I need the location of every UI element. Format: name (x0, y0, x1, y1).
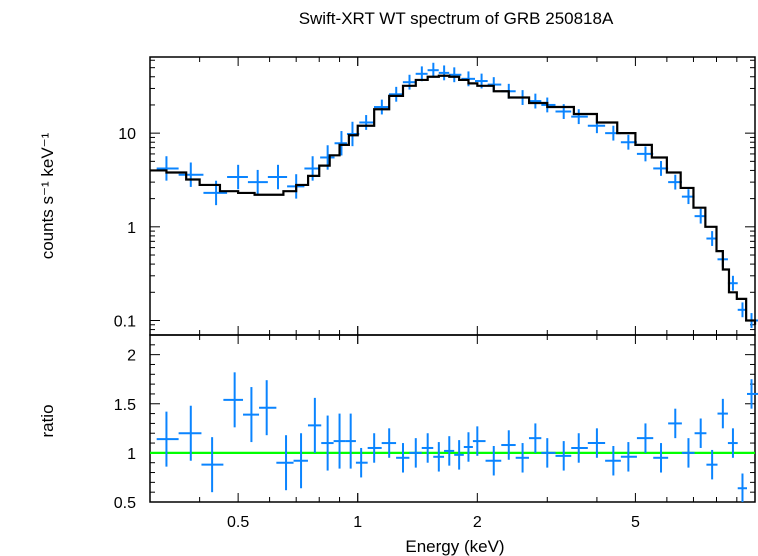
ratio-data-point (454, 440, 464, 470)
ratio-data-point (156, 411, 179, 467)
y-tick-label: 0.5 (114, 495, 136, 512)
ratio-data-point (472, 426, 486, 456)
ratio-data-point (259, 380, 277, 436)
spectrum-data-point (247, 169, 268, 195)
ratio-data-point (706, 449, 718, 480)
spectrum-data-point (178, 162, 204, 187)
spectrum-data-point (267, 164, 288, 190)
spectrum-data-point (571, 109, 588, 125)
ratio-data-point (421, 433, 434, 463)
x-axis-label: Energy (keV) (405, 537, 504, 556)
spectrum-data-point (373, 99, 390, 115)
ratio-data-point (727, 428, 738, 458)
spectrum-panel: 0.1 1 10 (114, 56, 758, 336)
ratio-data-point (355, 447, 368, 478)
ratio-data-point (746, 379, 758, 409)
ratio-data-point (694, 418, 707, 448)
spectrum-data-point (528, 93, 542, 109)
ratio-data-point (178, 405, 202, 461)
spectrum-data-point (620, 134, 637, 150)
ratio-data-point (367, 433, 382, 463)
chart-title: Swift-XRT WT spectrum of GRB 250818A (299, 9, 614, 28)
ratio-data-point (717, 398, 728, 429)
top-ylabel: counts s⁻¹ keV⁻¹ (38, 132, 57, 259)
y-tick-label: 0.1 (114, 313, 136, 330)
spectrum-data-point (304, 156, 321, 181)
ratio-data-point (620, 442, 637, 472)
ratio-data-point (737, 473, 747, 502)
ratio-data-point (293, 433, 308, 489)
spectrum-data-point (541, 97, 556, 113)
y-tick-label: 1 (127, 446, 136, 463)
ratio-data-point (433, 442, 445, 472)
x-tick-label: 0.5 (227, 514, 249, 531)
ratio-data-point (396, 443, 410, 473)
ratio-data-point (587, 428, 606, 458)
spectrum-data-point (438, 65, 450, 81)
ratio-data-point (636, 423, 654, 453)
ratio-data-point (409, 438, 422, 468)
ratio-plot-frame (149, 334, 756, 503)
ratio-data-point (541, 438, 556, 468)
spectrum-data-point (449, 67, 462, 83)
ratio-data-point (501, 430, 516, 460)
ratio-data-point (321, 415, 334, 471)
ratio-data-point (485, 446, 502, 476)
y-tick-label: 10 (118, 126, 136, 143)
ratio-data-point (681, 438, 695, 468)
spectrum-data-point (636, 146, 654, 162)
ratio-data-point (201, 437, 224, 493)
ratio-data-point (605, 446, 621, 476)
ratio-data-point (345, 413, 356, 469)
y-tick-label: 2 (127, 348, 136, 365)
spectrum-data-point (156, 156, 179, 181)
ratio-data-point (333, 413, 346, 469)
ratio-data-point (307, 397, 322, 453)
x-tick-label: 2 (473, 514, 482, 531)
model-line (150, 74, 757, 325)
ratio-data-point (223, 372, 244, 428)
spectrum-data-point (653, 161, 669, 176)
ratio-data-point (528, 423, 542, 453)
spectrum-data-point (389, 86, 403, 102)
ratio-data-point (555, 441, 572, 471)
x-tick-label: 5 (631, 514, 640, 531)
bottom-ylabel: ratio (38, 404, 57, 437)
spectrum-plot-frame (149, 56, 756, 336)
ratio-data-point (276, 435, 294, 491)
ratio-data-point (653, 443, 669, 473)
spectrum-data-point (359, 115, 374, 130)
ratio-data-point (668, 408, 682, 439)
spectrum-data-point (415, 66, 428, 82)
ratio-data-point (444, 436, 455, 466)
ratio-data-point (463, 432, 473, 462)
y-tick-label: 1.5 (114, 397, 136, 414)
x-tick-label: 1 (353, 514, 362, 531)
spectrum-data-point (227, 164, 248, 190)
ratio-data-point (381, 428, 397, 458)
ratio-data-point (515, 443, 529, 473)
spectrum-data-point (402, 74, 416, 90)
spectrum-data-point (334, 131, 347, 156)
ratio-data-point (243, 387, 260, 443)
ratio-panel: 0.5 1 2 5 0.5 1 1.5 2 (114, 334, 758, 531)
y-tick-label: 1 (127, 220, 136, 237)
ratio-data-point (571, 433, 588, 463)
spectrum-data-point (427, 62, 439, 78)
